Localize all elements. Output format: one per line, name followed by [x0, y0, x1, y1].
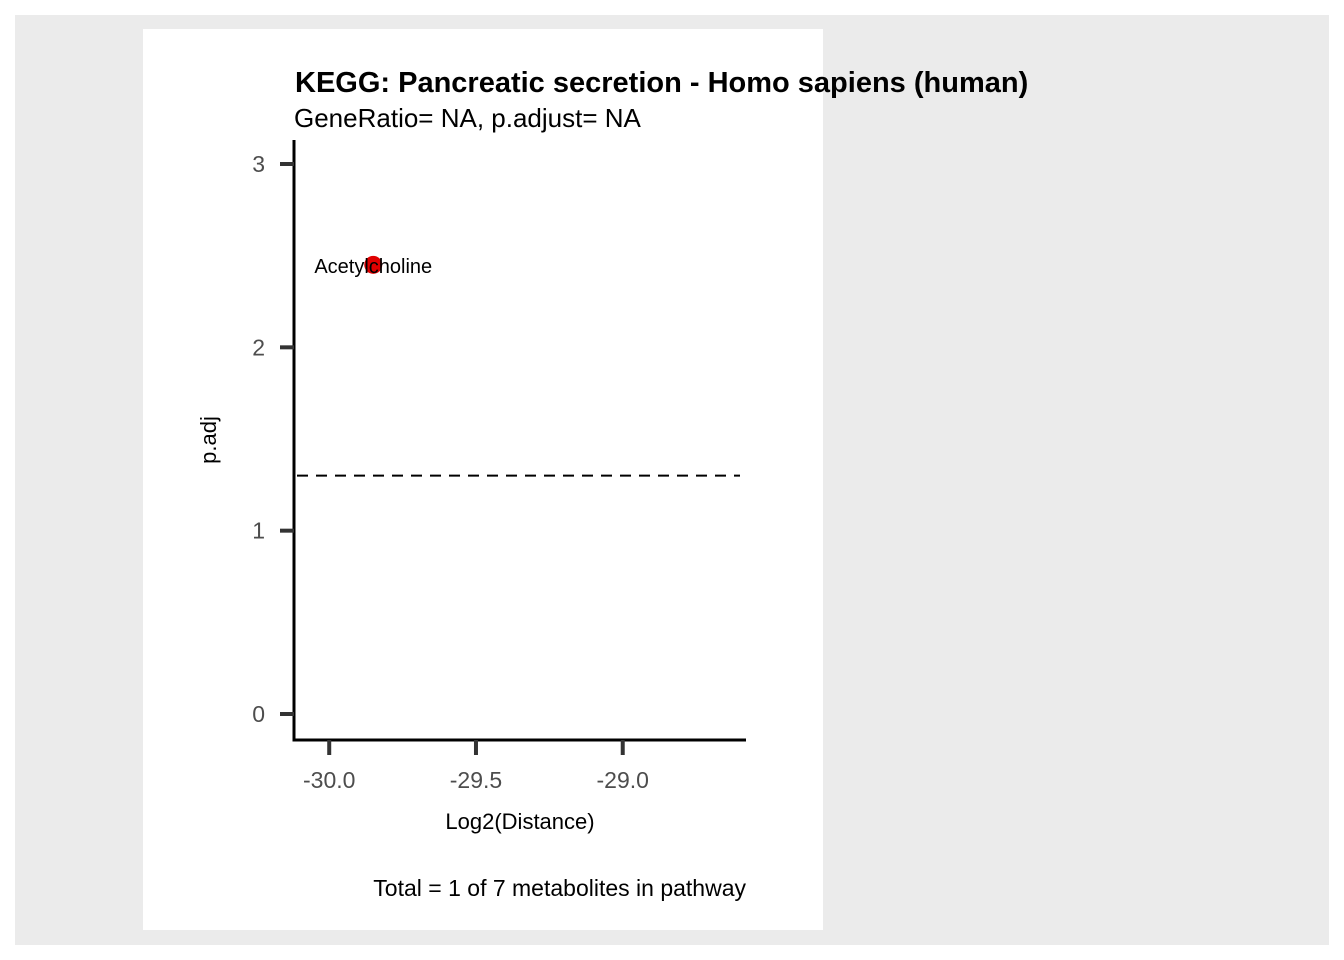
y-tick-label: 3 [252, 151, 265, 177]
x-axis-label: Log2(Distance) [445, 809, 594, 834]
x-tick-label: -29.5 [450, 767, 502, 793]
y-tick-label: 2 [252, 334, 265, 360]
x-tick-label: -30.0 [303, 767, 355, 793]
x-tick-label: -29.0 [597, 767, 649, 793]
chart-caption: Total = 1 of 7 metabolites in pathway [373, 875, 746, 901]
chart-subtitle: GeneRatio= NA, p.adjust= NA [294, 103, 642, 133]
axes: 0 1 2 3 -30.0 -29.5 -29.0 [252, 140, 746, 793]
data-point-label: Acetylcholine [314, 256, 432, 278]
y-tick-label: 0 [252, 701, 265, 727]
chart-panel [143, 29, 823, 930]
y-axis-label: p.adj [196, 416, 221, 464]
y-tick-label: 1 [252, 518, 265, 544]
chart-title: KEGG: Pancreatic secretion - Homo sapien… [295, 67, 1028, 99]
data-point [364, 255, 383, 274]
data-marks: Acetylcholine [314, 255, 432, 278]
